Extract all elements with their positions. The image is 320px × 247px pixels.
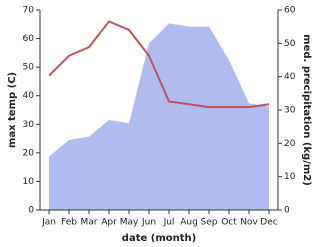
x-tick-label: Oct [221,218,237,228]
x-tick-label: Dec [260,218,277,228]
y-tick-label: 30 [23,120,35,130]
x-tick-label: Sep [201,218,218,228]
y2-tick-label: 40 [284,72,296,82]
x-tick-label: Jul [163,218,175,228]
y2-tick-label: 60 [284,6,296,16]
y2-tick-label: 20 [284,139,296,149]
x-tick-label: Feb [61,218,77,228]
y-tick-label: 0 [28,206,34,216]
x-tick-label: Apr [101,218,117,228]
y-tick-label: 70 [23,6,35,16]
y-tick-label: 60 [23,34,35,44]
y2-tick-label: 10 [284,172,296,182]
y-tick-label: 10 [23,177,35,187]
y-tick-label: 20 [23,148,35,158]
y-tick-label: 40 [23,91,35,101]
x-tick-label: Aug [180,218,198,228]
precipitation-area [49,23,269,211]
x-tick-label: Jan [41,218,56,228]
x-tick-label: Mar [81,218,98,228]
x-tick-label: May [120,218,139,228]
x-tick-label: Nov [240,218,258,228]
y2-tick-label: 30 [284,106,296,116]
x-tick-label: Jun [141,218,156,228]
y2-tick-label: 0 [284,206,290,216]
y2-tick-label: 50 [284,39,296,49]
y2-axis-title: med. precipitation (kg/m2) [301,34,312,186]
y-tick-label: 50 [23,63,35,73]
y-axis-title: max temp (C) [7,72,18,148]
x-axis-title: date (month) [122,233,196,244]
temperature-line [48,20,270,109]
